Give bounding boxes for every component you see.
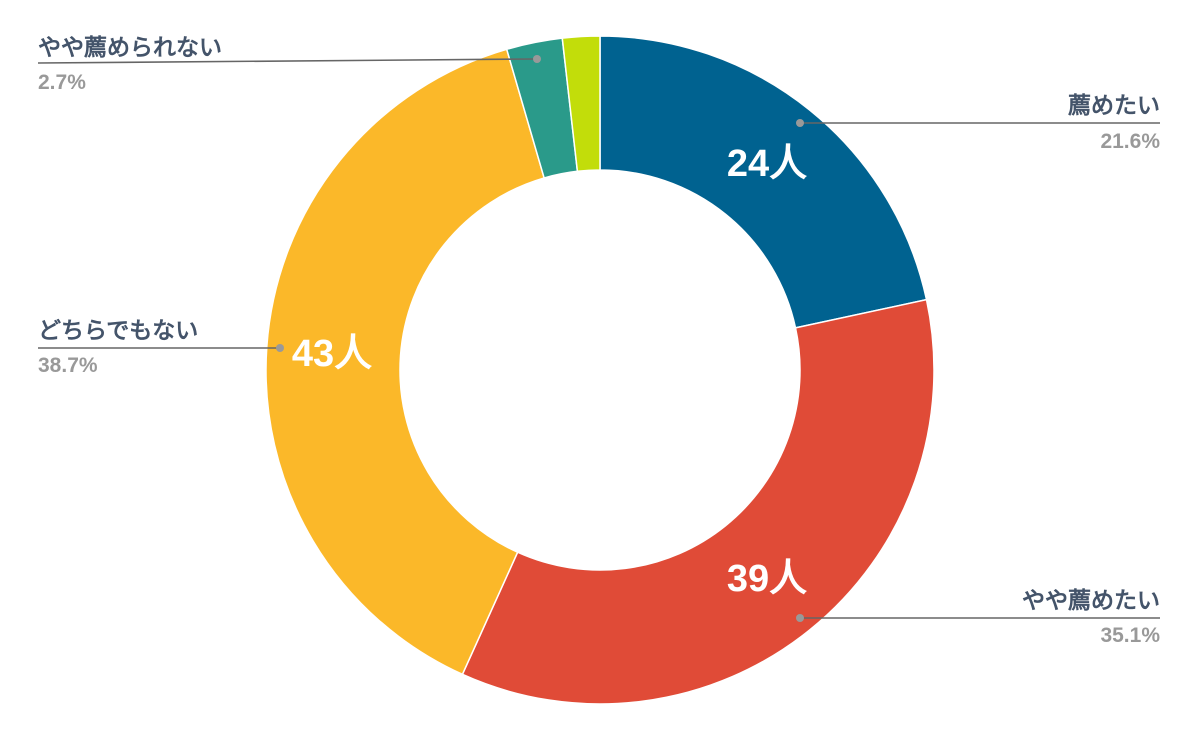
donut-slices xyxy=(265,35,935,705)
leader-lines xyxy=(37,55,1160,622)
legend-label-neutral: どちらでもない xyxy=(38,318,198,344)
slice-value-label-recommend: 24人 xyxy=(727,143,807,185)
slice-recommend xyxy=(599,35,928,329)
legend-label-somewhat-recommend: やや薦めたい xyxy=(1022,588,1160,614)
slice-somewhat-recommend xyxy=(461,298,935,705)
slice-neutral xyxy=(265,48,546,676)
leader-line-somewhat-not-recommend xyxy=(37,58,538,64)
legend-label-recommend: 薦めたい xyxy=(1068,93,1160,119)
legend-percent-somewhat-recommend: 35.1% xyxy=(1100,624,1160,647)
leader-dot-somewhat-not-recommend xyxy=(533,55,541,63)
leader-dot-recommend xyxy=(796,119,804,127)
slice-not-recommend xyxy=(561,35,601,173)
legend-percent-recommend: 21.6% xyxy=(1100,130,1160,153)
slice-value-label-neutral: 43人 xyxy=(292,333,372,375)
legend-percent-neutral: 38.7% xyxy=(38,354,98,377)
legend-percent-somewhat-not-recommend: 2.7% xyxy=(38,71,86,94)
slice-value-label-somewhat-recommend: 39人 xyxy=(727,558,807,600)
leader-dot-neutral xyxy=(276,344,284,352)
leader-dot-somewhat-recommend xyxy=(796,614,804,622)
legend-label-somewhat-not-recommend: やや薦められない xyxy=(38,35,222,61)
